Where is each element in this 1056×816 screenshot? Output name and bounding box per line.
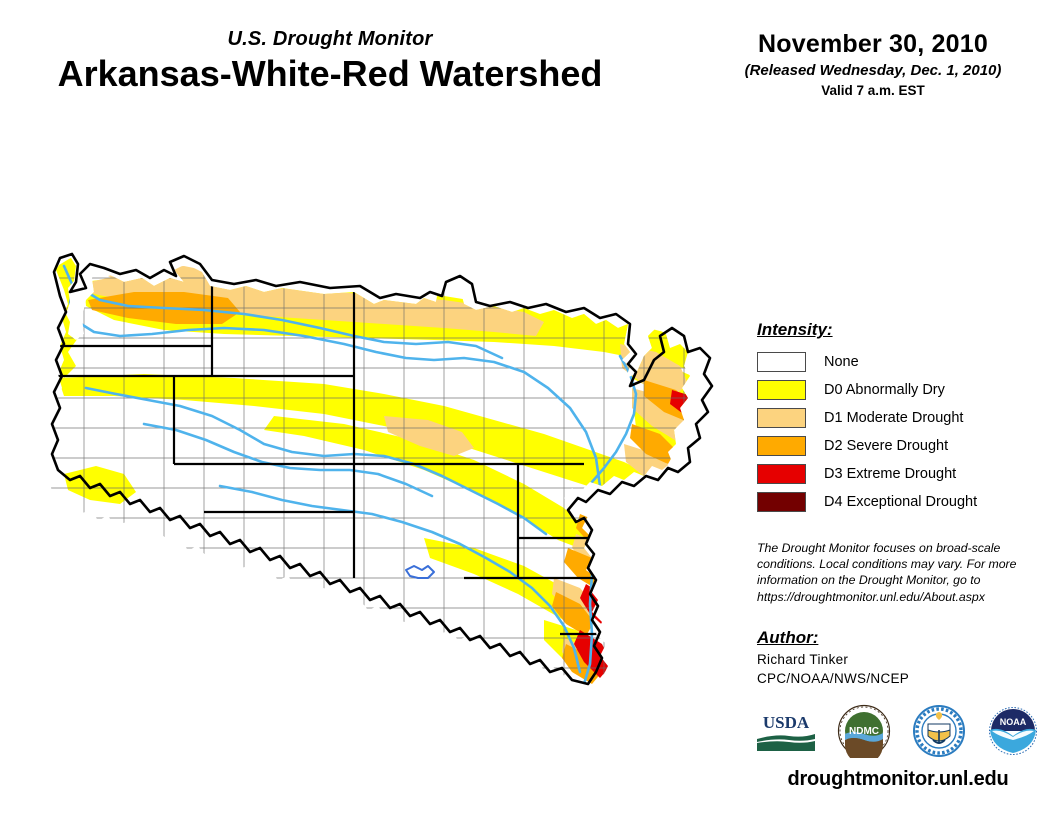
valid-time: Valid 7 a.m. EST [821, 83, 925, 98]
legend-item-none: None [757, 349, 1037, 374]
date-block: November 30, 2010 (Released Wednesday, D… [690, 30, 1056, 98]
legend-title: Intensity: [757, 320, 833, 339]
ndmc-logo-text: NDMC [849, 726, 879, 737]
unl-seal-logo [912, 705, 965, 757]
author-title: Author: [757, 628, 819, 647]
release-date: (Released Wednesday, Dec. 1, 2010) [744, 62, 1002, 79]
title-block: U.S. Drought Monitor Arkansas-White-Red … [0, 28, 660, 93]
legend-item-d4: D4 Exceptional Drought [757, 489, 1037, 514]
usda-logo: USDA [757, 713, 815, 751]
watershed-outline [50, 252, 714, 686]
legend-label-d4: D4 Exceptional Drought [824, 493, 978, 510]
legend-swatch-d1 [757, 407, 806, 428]
legend-swatch-d2 [757, 435, 806, 456]
noaa-logo: NOAA [988, 707, 1037, 755]
map-svg [50, 252, 714, 686]
legend-swatch-d4 [757, 491, 806, 512]
legend: Intensity: None D0 Abnormally Dry D1 Mod… [757, 320, 1037, 517]
legend-swatch-d0 [757, 379, 806, 400]
legend-item-d1: D1 Moderate Drought [757, 405, 1037, 430]
legend-label-d2: D2 Severe Drought [824, 437, 949, 454]
watershed-base [52, 254, 712, 684]
ndmc-logo: NDMC [838, 704, 891, 758]
legend-label-d1: D1 Moderate Drought [824, 409, 964, 426]
author-name: Richard Tinker [757, 652, 849, 667]
site-url: droughtmonitor.unl.edu [787, 768, 1009, 790]
legend-swatch-none [757, 351, 806, 372]
disclaimer-text: The Drought Monitor focuses on broad-sca… [757, 541, 1017, 604]
usda-logo-text: USDA [763, 713, 810, 732]
author-affiliation: CPC/NOAA/NWS/NCEP [757, 671, 910, 686]
legend-item-d2: D2 Severe Drought [757, 433, 1037, 458]
logo-strip: USDA NDMC NOAA [755, 702, 1040, 760]
legend-label-none: None [824, 353, 859, 370]
legend-label-d3: D3 Extreme Drought [824, 465, 957, 482]
drought-monitor-supertitle: U.S. Drought Monitor [227, 28, 433, 50]
author-block: Author: Richard Tinker CPC/NOAA/NWS/NCEP [757, 628, 1037, 686]
legend-swatch-d3 [757, 463, 806, 484]
legend-item-d0: D0 Abnormally Dry [757, 377, 1037, 402]
drought-map [24, 248, 744, 708]
noaa-logo-text: NOAA [1000, 717, 1027, 727]
legend-item-d3: D3 Extreme Drought [757, 461, 1037, 486]
page-title: Arkansas-White-Red Watershed [57, 53, 603, 94]
valid-date: November 30, 2010 [758, 30, 988, 58]
legend-label-d0: D0 Abnormally Dry [824, 381, 945, 398]
